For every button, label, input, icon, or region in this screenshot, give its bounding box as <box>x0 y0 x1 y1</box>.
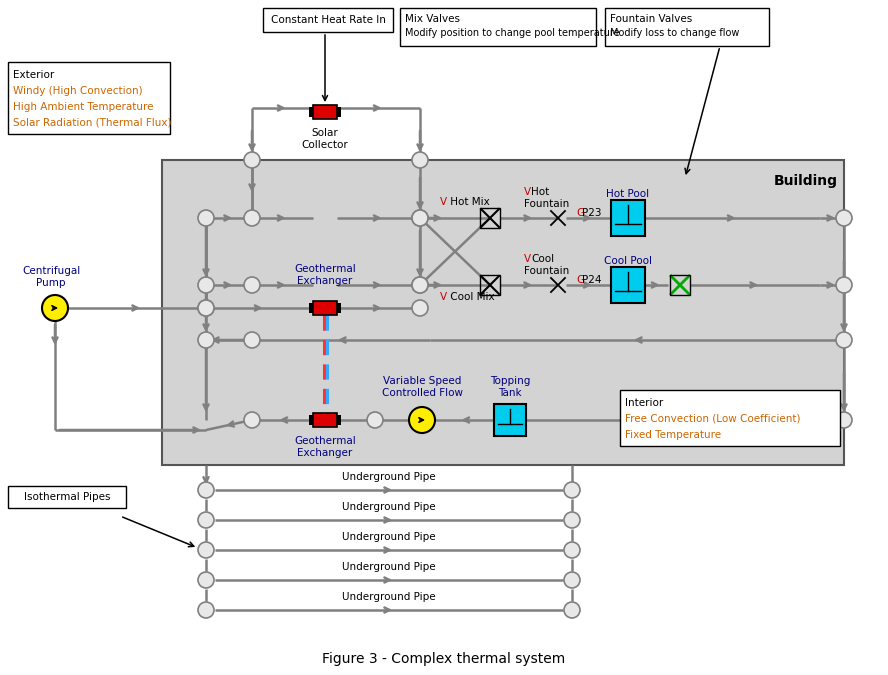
Circle shape <box>198 542 214 558</box>
Text: P24: P24 <box>582 275 601 285</box>
Bar <box>309 107 313 117</box>
Circle shape <box>412 210 428 226</box>
Circle shape <box>836 210 852 226</box>
Circle shape <box>244 210 260 226</box>
Bar <box>494 404 526 436</box>
Text: Underground Pipe: Underground Pipe <box>342 562 436 572</box>
Text: Underground Pipe: Underground Pipe <box>342 502 436 512</box>
Circle shape <box>198 300 214 316</box>
Circle shape <box>836 332 852 348</box>
Text: High Ambient Temperature: High Ambient Temperature <box>13 102 154 112</box>
Circle shape <box>564 572 580 588</box>
Text: Variable Speed
Controlled Flow: Variable Speed Controlled Flow <box>382 377 463 398</box>
Text: Hot Mix: Hot Mix <box>447 197 490 207</box>
Circle shape <box>836 412 852 428</box>
Circle shape <box>564 602 580 618</box>
Bar <box>313 105 337 119</box>
Bar <box>337 303 341 313</box>
Text: Fountain Valves: Fountain Valves <box>610 14 693 24</box>
Bar <box>8 486 126 508</box>
Bar <box>400 8 596 46</box>
Bar <box>313 413 337 427</box>
Text: P23: P23 <box>582 208 601 218</box>
Text: Modify loss to change flow: Modify loss to change flow <box>610 28 740 38</box>
Circle shape <box>564 542 580 558</box>
Circle shape <box>244 412 260 428</box>
Bar <box>337 415 341 425</box>
Text: Fountain: Fountain <box>524 199 569 209</box>
Bar <box>480 208 500 228</box>
Text: Centrifugal
Pump: Centrifugal Pump <box>22 267 80 288</box>
Text: Modify position to change pool temperature: Modify position to change pool temperatu… <box>405 28 620 38</box>
Circle shape <box>367 412 383 428</box>
Text: Solar
Collector: Solar Collector <box>302 128 348 150</box>
Bar <box>309 303 313 313</box>
Text: Fixed Temperature: Fixed Temperature <box>625 430 721 440</box>
Bar <box>611 200 645 236</box>
Circle shape <box>409 407 435 433</box>
Circle shape <box>198 277 214 293</box>
Bar <box>480 275 500 295</box>
Bar <box>263 8 393 32</box>
Text: Geothermal
Exchanger: Geothermal Exchanger <box>294 436 356 458</box>
Text: Windy (High Convection): Windy (High Convection) <box>13 86 143 96</box>
Circle shape <box>198 210 214 226</box>
Text: Cool Pool: Cool Pool <box>604 256 652 266</box>
Circle shape <box>412 152 428 168</box>
Circle shape <box>42 295 68 321</box>
Bar <box>605 8 769 46</box>
Text: V: V <box>524 187 531 197</box>
Circle shape <box>564 482 580 498</box>
Text: G: G <box>576 275 584 285</box>
Text: V: V <box>440 197 448 207</box>
Text: Underground Pipe: Underground Pipe <box>342 532 436 542</box>
Text: Underground Pipe: Underground Pipe <box>342 472 436 482</box>
Circle shape <box>198 512 214 528</box>
Circle shape <box>198 300 214 316</box>
Bar <box>309 415 313 425</box>
Text: Exterior: Exterior <box>13 70 54 80</box>
Text: Geothermal
Exchanger: Geothermal Exchanger <box>294 265 356 286</box>
Circle shape <box>198 602 214 618</box>
Bar <box>620 390 840 446</box>
Bar <box>313 301 337 315</box>
Text: Solar Radiation (Thermal Flux): Solar Radiation (Thermal Flux) <box>13 118 171 128</box>
Bar <box>611 267 645 303</box>
Text: Fountain: Fountain <box>524 266 569 276</box>
Text: G: G <box>576 208 584 218</box>
Text: Topping
Tank: Topping Tank <box>490 377 530 398</box>
Text: Cool Mix: Cool Mix <box>447 292 495 302</box>
Circle shape <box>564 512 580 528</box>
Text: Mix Valves: Mix Valves <box>405 14 460 24</box>
Circle shape <box>244 277 260 293</box>
Circle shape <box>412 210 428 226</box>
Circle shape <box>412 300 428 316</box>
Circle shape <box>198 482 214 498</box>
Circle shape <box>244 152 260 168</box>
Circle shape <box>836 277 852 293</box>
Text: Free Convection (Low Coefficient): Free Convection (Low Coefficient) <box>625 414 800 424</box>
Circle shape <box>244 332 260 348</box>
Bar <box>8 62 170 134</box>
Bar <box>670 275 690 295</box>
Text: Figure 3 - Complex thermal system: Figure 3 - Complex thermal system <box>322 652 566 666</box>
Text: Constant Heat Rate In: Constant Heat Rate In <box>271 15 385 25</box>
Text: V: V <box>440 292 448 302</box>
Text: Interior: Interior <box>625 398 663 408</box>
Text: Underground Pipe: Underground Pipe <box>342 592 436 602</box>
Text: Hot Pool: Hot Pool <box>607 189 649 199</box>
Circle shape <box>412 277 428 293</box>
Bar <box>337 107 341 117</box>
Circle shape <box>412 277 428 293</box>
Bar <box>162 160 844 465</box>
Text: Hot: Hot <box>531 187 550 197</box>
Text: Cool: Cool <box>531 254 554 264</box>
Circle shape <box>198 332 214 348</box>
Circle shape <box>198 572 214 588</box>
Text: Isothermal Pipes: Isothermal Pipes <box>24 492 110 502</box>
Text: Building: Building <box>774 174 838 188</box>
Text: V: V <box>524 254 531 264</box>
